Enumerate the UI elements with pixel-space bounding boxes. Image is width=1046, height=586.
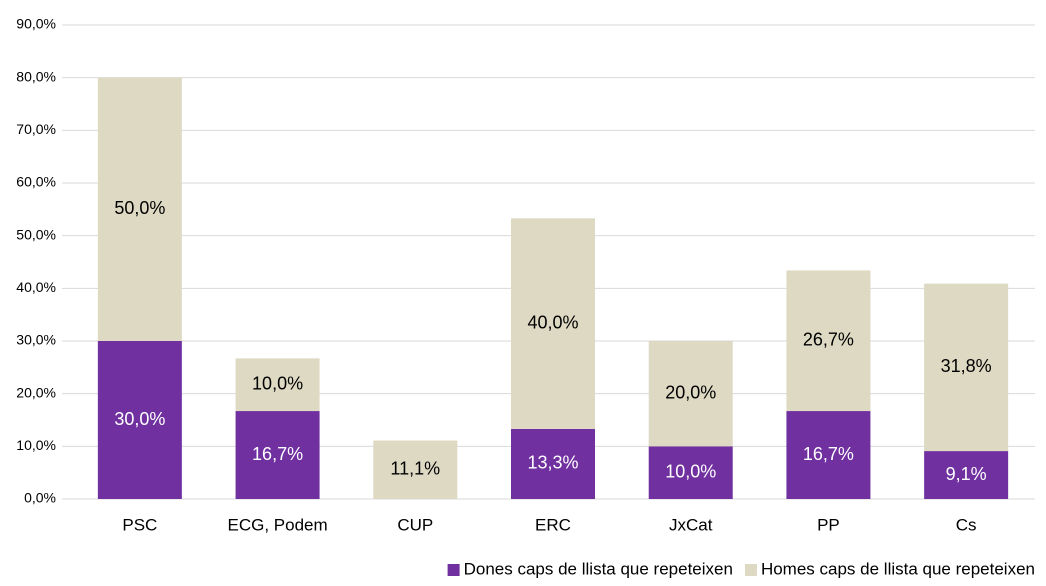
bar-segment: [235, 411, 320, 499]
value-label: 9,1%: [946, 464, 987, 484]
legend-label: Dones caps de llista que repeteixen: [464, 559, 733, 578]
y-tick-label: 30,0%: [16, 332, 56, 348]
legend-label: Homes caps de llista que repeteixen: [761, 559, 1035, 578]
y-tick-label: 10,0%: [16, 437, 56, 453]
y-tick-label: 50,0%: [16, 226, 56, 242]
bar-segment: [511, 218, 595, 429]
y-tick-label: 90,0%: [16, 16, 56, 32]
bar-segment: [924, 283, 1009, 452]
x-tick-label: PP: [817, 515, 840, 534]
legend-swatch: [447, 564, 460, 576]
x-tick-label: JxCat: [669, 515, 713, 534]
y-tick-label: 70,0%: [16, 121, 56, 137]
value-label: 10,0%: [252, 373, 303, 393]
value-label: 31,8%: [941, 356, 992, 376]
x-tick-label: PSC: [122, 515, 157, 534]
x-tick-label: ECG, Podem: [227, 515, 327, 534]
value-label: 16,7%: [252, 444, 303, 464]
bar-segment: [924, 451, 1009, 499]
y-tick-label: 20,0%: [16, 384, 56, 400]
x-tick-label: ERC: [535, 515, 571, 534]
bar-segment: [648, 341, 733, 447]
bar-segment: [786, 411, 871, 499]
value-label: 16,7%: [803, 444, 854, 464]
value-label: 11,1%: [390, 459, 440, 479]
value-label: 13,3%: [527, 453, 578, 473]
y-tick-label: 40,0%: [16, 279, 56, 295]
bar-segment: [97, 77, 182, 342]
y-tick-label: 80,0%: [16, 68, 56, 84]
value-label: 40,0%: [527, 312, 578, 332]
value-label: 10,0%: [665, 461, 716, 481]
value-label: 30,0%: [114, 409, 165, 429]
legend-swatch: [744, 564, 757, 576]
bar-segment: [786, 270, 871, 412]
y-tick-label: 0,0%: [24, 490, 56, 506]
bar-segment: [235, 358, 320, 412]
bar-segment: [648, 446, 733, 499]
bar-segment: [373, 440, 458, 499]
value-label: 50,0%: [114, 198, 165, 218]
y-tick-label: 60,0%: [16, 174, 56, 190]
bar-segment: [97, 341, 182, 499]
x-tick-label: Cs: [956, 515, 977, 534]
bar-segment: [511, 428, 595, 499]
value-label: 20,0%: [665, 382, 716, 402]
x-tick-label: CUP: [397, 515, 433, 534]
value-label: 26,7%: [803, 329, 854, 349]
